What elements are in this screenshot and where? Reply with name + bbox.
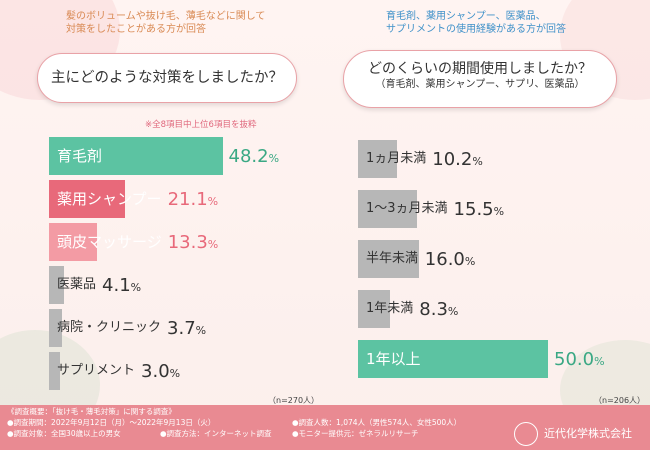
bar-row: 1年以上 50.0% bbox=[358, 340, 618, 378]
right-note-line-1: 育毛剤、薬用シャンプー、医薬品、 bbox=[386, 11, 546, 22]
right-question-box: どのくらいの期間使用しましたか？ （育毛剤、薬用シャンプー、サプリ、医薬品） bbox=[343, 50, 617, 108]
bar-value-number: 8.3 bbox=[419, 299, 448, 320]
bar-row: 育毛剤 48.2% bbox=[49, 137, 329, 175]
bar-category-label: 医薬品 bbox=[57, 277, 97, 292]
bar bbox=[358, 290, 390, 328]
bar-category-label: 1ヵ月未満 bbox=[366, 151, 427, 166]
bar-category-label: 頭皮マッサージ bbox=[57, 233, 162, 251]
bar-value-label: 8.3% bbox=[419, 290, 458, 328]
bar-category-label: 半年未満 bbox=[366, 251, 419, 266]
bar-value-unit: % bbox=[130, 281, 142, 294]
right-respondent-note: 育毛剤、薬用シャンプー、医薬品、 サプリメントの使用経験がある方が回答 bbox=[386, 10, 566, 36]
survey-title: 《調査概要：「抜け毛・薄毛対策」に関する調査》 bbox=[7, 407, 176, 416]
bar-row: 半年未満 16.0% bbox=[358, 240, 618, 278]
bar-value-number: 16.0 bbox=[424, 249, 465, 270]
survey-period: ●調査期間：2022年9月12日（月）～2022年9月13日（火） bbox=[7, 418, 216, 427]
right-note-line-2: サプリメントの使用経験がある方が回答 bbox=[386, 24, 566, 35]
bar-value-number: 50.0 bbox=[554, 349, 595, 370]
right-sample-size: （n=206人） bbox=[594, 396, 646, 405]
bar-value-unit: % bbox=[594, 355, 605, 368]
bar-value-label: 4.1% bbox=[102, 266, 141, 304]
bar-category-label: 育毛剤 bbox=[57, 147, 103, 165]
bar-category-label: 薬用シャンプー bbox=[57, 190, 162, 208]
right-question: どのくらいの期間使用しましたか？ bbox=[368, 61, 592, 77]
bar-value-unit: % bbox=[169, 367, 181, 380]
bar-value-label: 10.2% bbox=[432, 140, 483, 178]
bar-category-label: 1年未満 bbox=[366, 301, 414, 316]
bar-value-number: 21.1 bbox=[167, 189, 208, 210]
left-question: 主にどのような対策をしましたか？ bbox=[51, 70, 283, 86]
right-question-sub: （育毛剤、薬用シャンプー、サプリ、医薬品） bbox=[375, 79, 585, 90]
bar-row: 医薬品 4.1% bbox=[49, 266, 329, 304]
bar-value-number: 10.2 bbox=[432, 149, 473, 170]
bar bbox=[49, 223, 97, 261]
bar-value-label: 48.2% bbox=[229, 137, 280, 175]
bar-value-unit: % bbox=[207, 195, 219, 208]
bar bbox=[49, 137, 223, 175]
survey-count: ●調査人数：1,074人（男性574人、女性500人） bbox=[292, 418, 462, 427]
left-bar-chart: 育毛剤 48.2% 薬用シャンプー 21.1% 頭皮マッサージ 13.3% 医薬品 4.1% 病… bbox=[49, 137, 329, 390]
footer: 《調査概要：「抜け毛・薄毛対策」に関する調査》 ●調査期間：2022年9月12日… bbox=[0, 405, 650, 450]
bar-value-number: 3.7 bbox=[167, 318, 196, 339]
survey-target: ●調査対象：全国30歳以上の男女 bbox=[7, 429, 121, 438]
survey-provider: ●モニター提供元：ゼネラルリサーチ bbox=[292, 429, 419, 438]
bar-value-number: 3.0 bbox=[141, 361, 170, 382]
bar-row: 1年未満 8.3% bbox=[358, 290, 618, 328]
bar-category-label: サプリメント bbox=[57, 363, 136, 378]
bar-value-label: 50.0% bbox=[554, 340, 605, 378]
bar-value-unit: % bbox=[464, 255, 476, 268]
bar bbox=[49, 309, 63, 347]
bar bbox=[49, 352, 60, 390]
bar-value-label: 21.1% bbox=[168, 180, 219, 218]
company-logo-icon bbox=[514, 422, 538, 446]
bar bbox=[49, 266, 64, 304]
bar-category-label: 病院・クリニック bbox=[57, 320, 162, 335]
bar-value-unit: % bbox=[472, 155, 483, 168]
bar-value-label: 15.5% bbox=[454, 190, 505, 228]
bar-row: 頭皮マッサージ 13.3% bbox=[49, 223, 329, 261]
left-subnote: ※全8項目中上位6項目を抜粋 bbox=[145, 120, 257, 130]
bar-value-label: 16.0% bbox=[425, 240, 476, 278]
bar-value-unit: % bbox=[447, 305, 459, 318]
bar-row: 1～3ヵ月未満 15.5% bbox=[358, 190, 618, 228]
bar-value-label: 3.7% bbox=[167, 309, 206, 347]
bar-row: サプリメント 3.0% bbox=[49, 352, 329, 390]
bar-value-label: 13.3% bbox=[168, 223, 219, 261]
bar bbox=[49, 180, 125, 218]
bar-value-unit: % bbox=[268, 152, 280, 165]
bar bbox=[358, 340, 548, 378]
bar bbox=[358, 190, 417, 228]
bar-category-label: 1～3ヵ月未満 bbox=[366, 201, 448, 216]
bar bbox=[358, 140, 397, 178]
bar-row: 薬用シャンプー 21.1% bbox=[49, 180, 329, 218]
left-sample-size: （n=270人） bbox=[268, 396, 320, 405]
bar bbox=[358, 240, 419, 278]
left-note-line-1: 髪のボリュームや抜け毛、薄毛などに関して bbox=[66, 11, 266, 22]
bar-value-label: 3.0% bbox=[141, 352, 180, 390]
survey-method: ●調査方法：インターネット調査 bbox=[160, 429, 272, 438]
company-name: 近代化学株式会社 bbox=[544, 427, 632, 440]
bar-value-number: 13.3 bbox=[167, 232, 208, 253]
bar-row: 1ヵ月未満 10.2% bbox=[358, 140, 618, 178]
bar-value-number: 48.2 bbox=[228, 146, 269, 167]
bar-value-unit: % bbox=[195, 324, 207, 337]
left-respondent-note: 髪のボリュームや抜け毛、薄毛などに関して 対策をしたことがある方が回答 bbox=[66, 10, 265, 36]
bar-category-label: 1年以上 bbox=[366, 350, 421, 368]
bar-row: 病院・クリニック 3.7% bbox=[49, 309, 329, 347]
bar-value-number: 15.5 bbox=[453, 199, 494, 220]
left-note-line-2: 対策をしたことがある方が回答 bbox=[66, 24, 206, 35]
bar-value-number: 4.1 bbox=[102, 275, 131, 296]
bar-value-unit: % bbox=[207, 238, 219, 251]
left-question-box: 主にどのような対策をしましたか？ bbox=[37, 53, 297, 103]
bar-value-unit: % bbox=[493, 205, 505, 218]
right-bar-chart: 1ヵ月未満 10.2% 1～3ヵ月未満 15.5% 半年未満 16.0% 1年未満 8.3% 1… bbox=[358, 140, 618, 400]
